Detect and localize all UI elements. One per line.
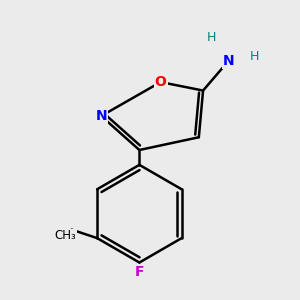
Text: H: H xyxy=(249,50,259,63)
Text: CH₃: CH₃ xyxy=(54,230,76,242)
Text: O: O xyxy=(155,75,167,89)
Text: H: H xyxy=(207,31,216,44)
Text: F: F xyxy=(135,265,144,279)
Text: N: N xyxy=(95,109,107,123)
Text: N: N xyxy=(223,54,234,68)
